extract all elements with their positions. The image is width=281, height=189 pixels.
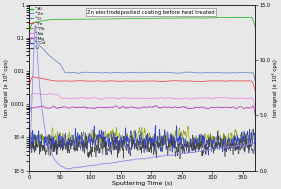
Y-axis label: Ion signal (x 10⁶ cps): Ion signal (x 10⁶ cps) (3, 59, 9, 117)
Text: Zn electrodeposited coating before heat treated: Zn electrodeposited coating before heat … (87, 10, 215, 15)
X-axis label: Sputtering Time (s): Sputtering Time (s) (112, 181, 172, 186)
Legend: ²⁷Al, ⁶⁴Zn, ¹⁶O, ⁵⁶Fe, ²⁰⁸Pb, ²³Na, ²⁴Mg, ¹¹³Cd, ⁷Li: ²⁷Al, ⁶⁴Zn, ¹⁶O, ⁵⁶Fe, ²⁰⁸Pb, ²³Na, ²⁴Mg… (29, 7, 46, 50)
Y-axis label: Ion signal (x 10⁶ cps): Ion signal (x 10⁶ cps) (272, 59, 278, 117)
